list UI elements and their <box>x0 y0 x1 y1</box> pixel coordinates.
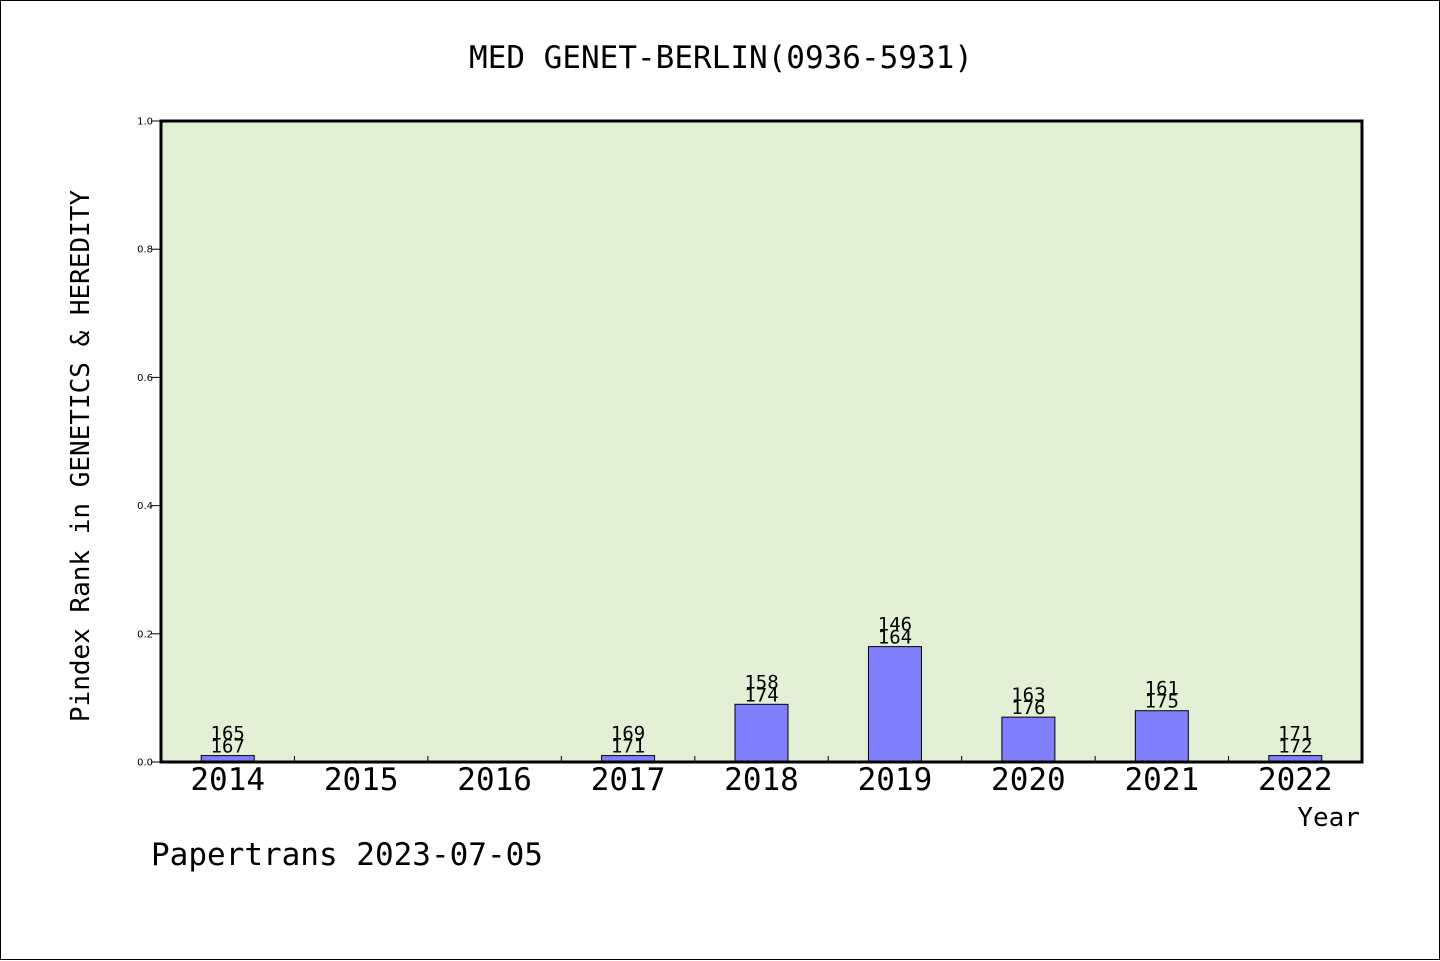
footer-credit: Papertrans 2023-07-05 <box>151 837 543 873</box>
bar-2019 <box>867 646 922 763</box>
plot-area <box>161 121 1362 762</box>
x-axis: 2014 2015 2016 2017 2018 2019 2020 2021 2022 <box>190 756 1333 798</box>
data-label-lower: 171 <box>611 736 645 758</box>
data-label-lower: 172 <box>1278 736 1312 758</box>
x-tick-label: 2019 <box>858 762 933 798</box>
data-label-upper: 171 <box>1278 723 1312 745</box>
data-label-lower: 164 <box>878 627 912 649</box>
y-tick-label: 0.2 <box>137 629 153 640</box>
x-tick-label: 2022 <box>1258 762 1333 798</box>
bar-series <box>200 646 1323 763</box>
bar-2018 <box>734 703 789 763</box>
y-tick-label: 0.0 <box>137 758 153 769</box>
data-label-lower: 174 <box>744 684 778 706</box>
x-axis-label: Year <box>1297 803 1360 833</box>
x-tick-label: 2020 <box>991 762 1066 798</box>
x-tick-label: 2021 <box>1125 762 1200 798</box>
x-tick-label: 2015 <box>324 762 399 798</box>
data-label-lower: 175 <box>1145 691 1179 713</box>
y-tick-label: 0.6 <box>137 373 153 384</box>
y-axis-label: Pindex Rank in GENETICS & HEREDITY <box>66 190 96 723</box>
x-tick-label: 2014 <box>190 762 265 798</box>
data-label-lower: 176 <box>1011 697 1045 719</box>
bar-2021 <box>1134 710 1189 763</box>
x-tick-label: 2017 <box>591 762 666 798</box>
chart-title: MED GENET-BERLIN(0936-5931) <box>469 40 973 76</box>
bar-2020 <box>1001 716 1056 763</box>
x-tick-label: 2018 <box>724 762 799 798</box>
y-axis: 0.0 0.2 0.4 0.6 0.8 1.0 <box>137 117 161 769</box>
data-label-upper: 146 <box>878 614 912 636</box>
data-label-upper: 158 <box>744 671 778 693</box>
y-tick-label: 0.8 <box>137 245 153 256</box>
data-label-upper: 161 <box>1145 678 1179 700</box>
data-label-upper: 169 <box>611 723 645 745</box>
y-tick-label: 0.4 <box>137 501 153 512</box>
data-label-lower: 167 <box>211 736 245 758</box>
x-tick-label: 2016 <box>457 762 532 798</box>
data-label-upper: 163 <box>1011 684 1045 706</box>
y-tick-label: 1.0 <box>137 117 153 128</box>
plot-frame <box>159 119 1364 764</box>
data-label-upper: 165 <box>211 723 245 745</box>
